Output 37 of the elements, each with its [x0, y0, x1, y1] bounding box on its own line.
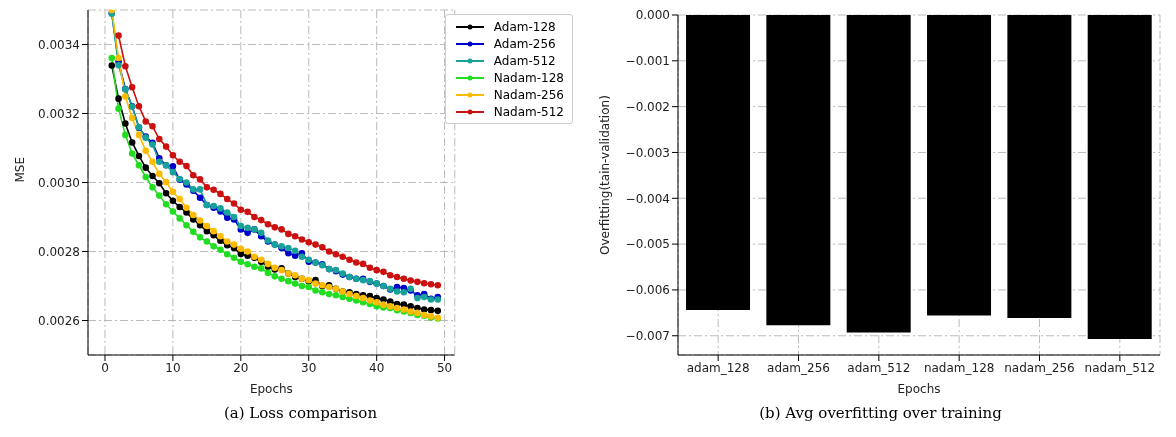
y-tick-label: −0.002: [625, 99, 670, 114]
x-tick-label: adam_256: [767, 360, 830, 375]
y-tick-label: 0.0026: [38, 313, 80, 328]
y-tick-label: −0.003: [625, 145, 670, 160]
text: (a) Loss comparison: [222, 404, 379, 422]
legend-label: Nadam-256: [493, 87, 564, 102]
text: (b) Avg overfitting over training: [758, 404, 1003, 422]
legend-label: Nadam-128: [493, 70, 564, 85]
y-tick-label: −0.001: [625, 54, 670, 69]
x-axis-title: Epochs: [249, 382, 293, 396]
x-tick-label: 0: [101, 360, 109, 375]
x-axis-title: Epochs: [897, 382, 941, 396]
y-tick-label: 0.0032: [38, 106, 80, 121]
y-tick-label: −0.004: [625, 191, 670, 206]
legend-label: Adam-128: [493, 19, 556, 34]
y-axis-title: MSE: [13, 156, 28, 183]
y-axis-title: Overfitting(tain-validation): [598, 95, 613, 255]
y-tick-label: −0.007: [625, 329, 670, 344]
y-tick-label: 0.000: [635, 8, 670, 23]
x-tick-label: 50: [436, 360, 453, 375]
y-tick-label: 0.0034: [38, 37, 80, 52]
legend-label: Adam-256: [493, 36, 556, 51]
x-tick-label: adam_512: [847, 360, 911, 375]
y-tick-label: −0.006: [625, 283, 670, 298]
x-tick-label: 20: [233, 360, 249, 375]
x-tick-label: 40: [369, 360, 385, 375]
x-tick-label: adam_128: [686, 360, 750, 375]
legend-label: Adam-512: [493, 53, 556, 68]
x-tick-label: nadam_512: [1084, 360, 1156, 375]
legend-label: Nadam-512: [493, 104, 564, 119]
y-tick-label: −0.005: [625, 237, 670, 252]
x-tick-label: 30: [301, 360, 317, 375]
y-tick-label: 0.0028: [38, 244, 80, 259]
y-tick-label: 0.0030: [38, 175, 80, 190]
x-tick-label: nadam_256: [1004, 360, 1075, 375]
x-tick-label: nadam_128: [923, 360, 995, 375]
x-tick-label: 10: [165, 360, 181, 375]
